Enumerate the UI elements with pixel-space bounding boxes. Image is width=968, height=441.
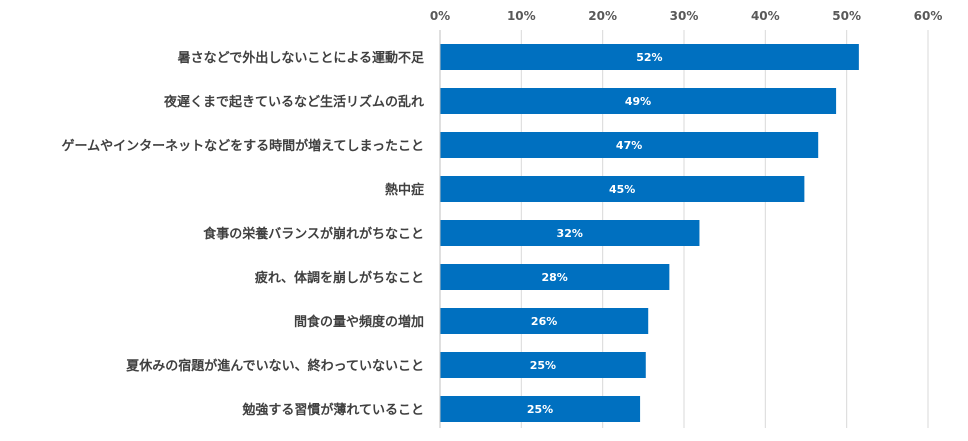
data-label: 32% [557,227,583,240]
bar [440,352,646,378]
category-label: 食事の栄養バランスが崩れがちなこと [203,226,424,242]
bar [440,220,700,246]
data-label: 28% [542,271,568,284]
x-axis-ticks: 0% 10% 20% 30% 40% 50% 60% [430,9,943,23]
category-label: 熱中症 [385,182,424,198]
category-label: 疲れ、体調を崩しがちなこと [255,270,424,286]
category-label: 暑さなどで外出しないことによる運動不足 [177,50,425,66]
bars [440,44,859,422]
data-label: 47% [616,139,642,152]
data-label: 52% [636,51,662,64]
x-tick-label: 20% [588,9,617,23]
bar [440,44,859,70]
bar [440,132,819,158]
category-label: 夏休みの宿題が進んでいない、終わっていないこと [125,358,424,374]
x-tick-label: 60% [914,9,943,23]
category-label: ゲームやインターネットなどをする時間が増えてしまったこと [62,138,424,154]
category-label: 夜遅くまで起きているなど生活リズムの乱れ [163,94,424,110]
data-label: 26% [531,315,557,328]
bar [440,88,837,114]
data-labels: 52% 49% 47% 45% 32% 28% 26% 25% 25% [527,51,663,416]
data-label: 25% [527,403,553,416]
category-labels: 暑さなどで外出しないことによる運動不足夜遅くまで起きているなど生活リズムの乱れゲ… [62,50,425,418]
category-label: 間食の量や頻度の増加 [294,314,424,330]
bar [440,176,805,202]
bar [440,396,641,422]
data-label: 25% [530,359,556,372]
x-tick-label: 50% [832,9,861,23]
category-label: 勉強する習慣が薄れていること [241,402,424,418]
x-tick-label: 10% [507,9,536,23]
bar [440,264,670,290]
x-tick-label: 0% [430,9,450,23]
data-label: 45% [609,183,635,196]
bar [440,308,649,334]
x-tick-label: 30% [670,9,699,23]
data-label: 49% [625,95,651,108]
x-tick-label: 40% [751,9,780,23]
